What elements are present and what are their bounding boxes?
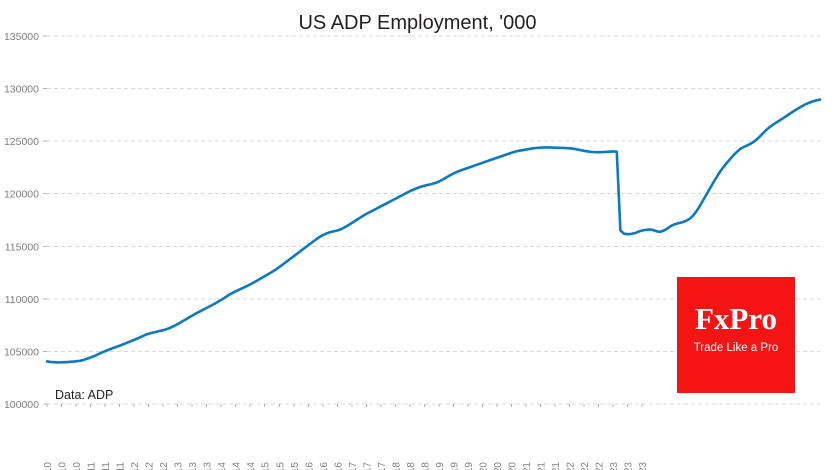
x-axis-tick-label: May-15: [275, 462, 286, 470]
y-axis-tick-label: 130000: [4, 84, 39, 96]
x-axis-tick-label: Sep-13: [203, 462, 214, 470]
x-axis-tick-label: Jan-19: [435, 462, 446, 470]
x-axis-tick-label: Jan-11: [87, 462, 98, 470]
x-axis-tick-label: Jan-13: [174, 462, 185, 470]
x-axis-tick-label: Sep-20: [508, 462, 519, 470]
fxpro-wordmark: FxPro: [694, 301, 778, 336]
x-axis-tick-label: Sep-14: [246, 462, 257, 470]
x-axis-tick-label: Sep-17: [377, 462, 388, 470]
x-axis-labels: Jan-10May-10Sep-10Jan-11May-11Sep-11Jan-…: [43, 462, 649, 470]
y-axis-tick-label: 120000: [4, 189, 39, 201]
fxpro-logo: FxPro Trade Like a Pro: [677, 277, 795, 393]
x-axis-tick-label: May-17: [362, 462, 373, 470]
fxpro-tagline: Trade Like a Pro: [693, 342, 779, 354]
y-axis-tick-label: 115000: [5, 241, 39, 253]
x-axis-tick-label: May-10: [58, 462, 69, 470]
x-axis-tick-label: Jan-12: [130, 462, 141, 470]
x-axis-tick-label: May-13: [188, 462, 199, 470]
x-axis-tick-label: May-18: [406, 462, 417, 470]
x-axis-tick-label: May-22: [580, 462, 591, 470]
x-axis-tick-label: Jan-15: [261, 462, 272, 470]
y-axis-tick-label: 105000: [4, 346, 39, 358]
x-axis-tick-label: May-20: [493, 462, 504, 470]
x-axis-tick-label: Jan-18: [391, 462, 402, 470]
x-axis-tick-label: May-11: [101, 462, 112, 470]
x-axis-tick-label: Sep-23: [638, 462, 649, 470]
x-axis-tick-label: May-23: [624, 462, 635, 470]
x-axis-tick-label: Sep-12: [159, 462, 170, 470]
x-axis-tick-label: Sep-10: [72, 462, 83, 470]
chart-title: US ADP Employment, '000: [298, 12, 537, 34]
x-axis-tick-label: May-14: [232, 462, 243, 470]
series-line-us-adp-employment: [45, 98, 822, 364]
x-axis-tick-label: Jan-17: [348, 462, 359, 470]
x-axis-tick-label: Jan-10: [43, 462, 54, 470]
x-axis-tick-label: Jan-14: [217, 462, 228, 470]
x-axis-tick-label: Sep-19: [464, 462, 475, 470]
x-axis-tick-label: Jan-22: [566, 462, 577, 470]
x-axis-tick-label: Jan-20: [478, 462, 489, 470]
x-axis-tick-label: Sep-21: [551, 462, 562, 470]
source-annotation: Data: ADP: [55, 388, 114, 402]
y-axis-tick-label: 110000: [5, 294, 39, 306]
y-axis-tick-label: 100000: [4, 399, 39, 411]
x-axis-tick-label: Sep-11: [116, 462, 127, 470]
x-axis-tick-label: Sep-22: [595, 462, 606, 470]
x-axis-tick-label: Sep-18: [420, 462, 431, 470]
y-axis-tick-label: 125000: [4, 136, 39, 148]
data-series: [45, 98, 822, 364]
x-axis-tick-label: May-16: [319, 462, 330, 470]
x-axis-tick-label: May-12: [145, 462, 156, 470]
x-axis-tick-label: Jan-23: [609, 462, 620, 470]
y-axis-labels: 100000 105000 110000 115000 120000 125000 1300…: [4, 31, 39, 411]
x-axis-tick-label: Sep-15: [290, 462, 301, 470]
x-axis-tick-label: May-19: [449, 462, 460, 470]
x-axis-tick-label: May-21: [537, 462, 548, 470]
x-axis-tick-label: Sep-16: [333, 462, 344, 470]
y-axis-tick-label: 135000: [4, 31, 39, 43]
x-axis-tick-label: Jan-21: [522, 462, 533, 470]
x-axis-tick-label: Jan-16: [304, 462, 315, 470]
